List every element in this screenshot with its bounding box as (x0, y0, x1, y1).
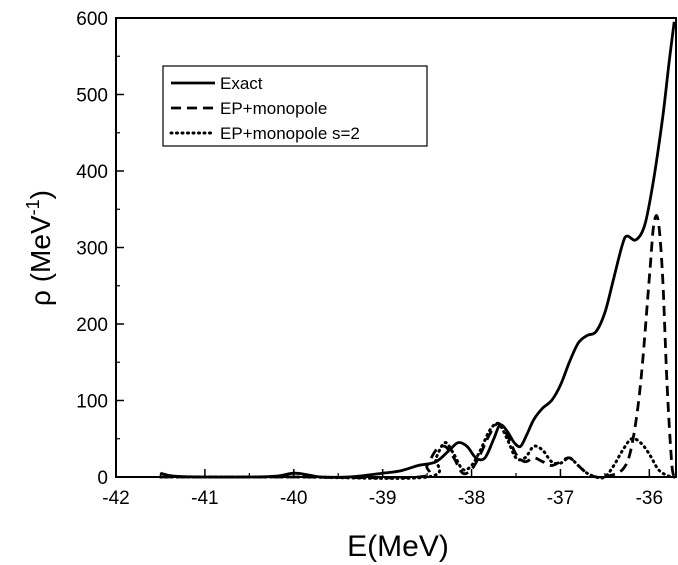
plot-area: -42 -41 -40 -39 -38 -37 -36 0 100 200 300 400 500 600 (76, 9, 677, 509)
x-tick-label: -41 (191, 488, 218, 509)
legend-box (162, 65, 428, 147)
y-tick-label: 400 (76, 162, 108, 183)
y-tick-label: 0 (97, 468, 108, 489)
series-line-2 (160, 214, 676, 480)
legend-label-ep-monopole-s2: EP+monopole s=2 (220, 124, 360, 143)
series-layer (158, 21, 676, 480)
y-tick-label: 100 (76, 392, 108, 413)
x-tick-label: -40 (280, 488, 307, 509)
x-axis-label: E(MeV) (347, 530, 449, 563)
y-tick-label: 300 (76, 239, 108, 260)
svg-text:ρ (MeV-1): ρ (MeV-1) (23, 190, 56, 306)
y-axis-label: ρ (MeV-1) (23, 190, 56, 306)
y-tick-label: 600 (76, 9, 108, 30)
legend-label-ep-monopole: EP+monopole (220, 99, 327, 118)
x-tick-label: -36 (636, 488, 663, 509)
ticks-layer: -42 -41 -40 -39 -38 -37 -36 0 100 200 300 400 500 600 (76, 9, 663, 509)
y-tick-label: 200 (76, 315, 108, 336)
x-tick-label: -42 (102, 488, 129, 509)
x-tick-label: -37 (547, 488, 574, 509)
y-axis-label-close: ) (25, 190, 56, 199)
y-tick-label: 500 (76, 86, 108, 107)
x-tick-label: -39 (369, 488, 396, 509)
series-line-3 (158, 421, 676, 480)
y-axis-label-main: ρ (MeV (25, 215, 56, 306)
legend-label-exact: Exact (220, 74, 263, 93)
x-tick-label: -38 (458, 488, 485, 509)
legend: Exact EP+monopole EP+monopole s=2 (162, 65, 428, 147)
y-axis-label-superscript: -1 (23, 199, 43, 215)
